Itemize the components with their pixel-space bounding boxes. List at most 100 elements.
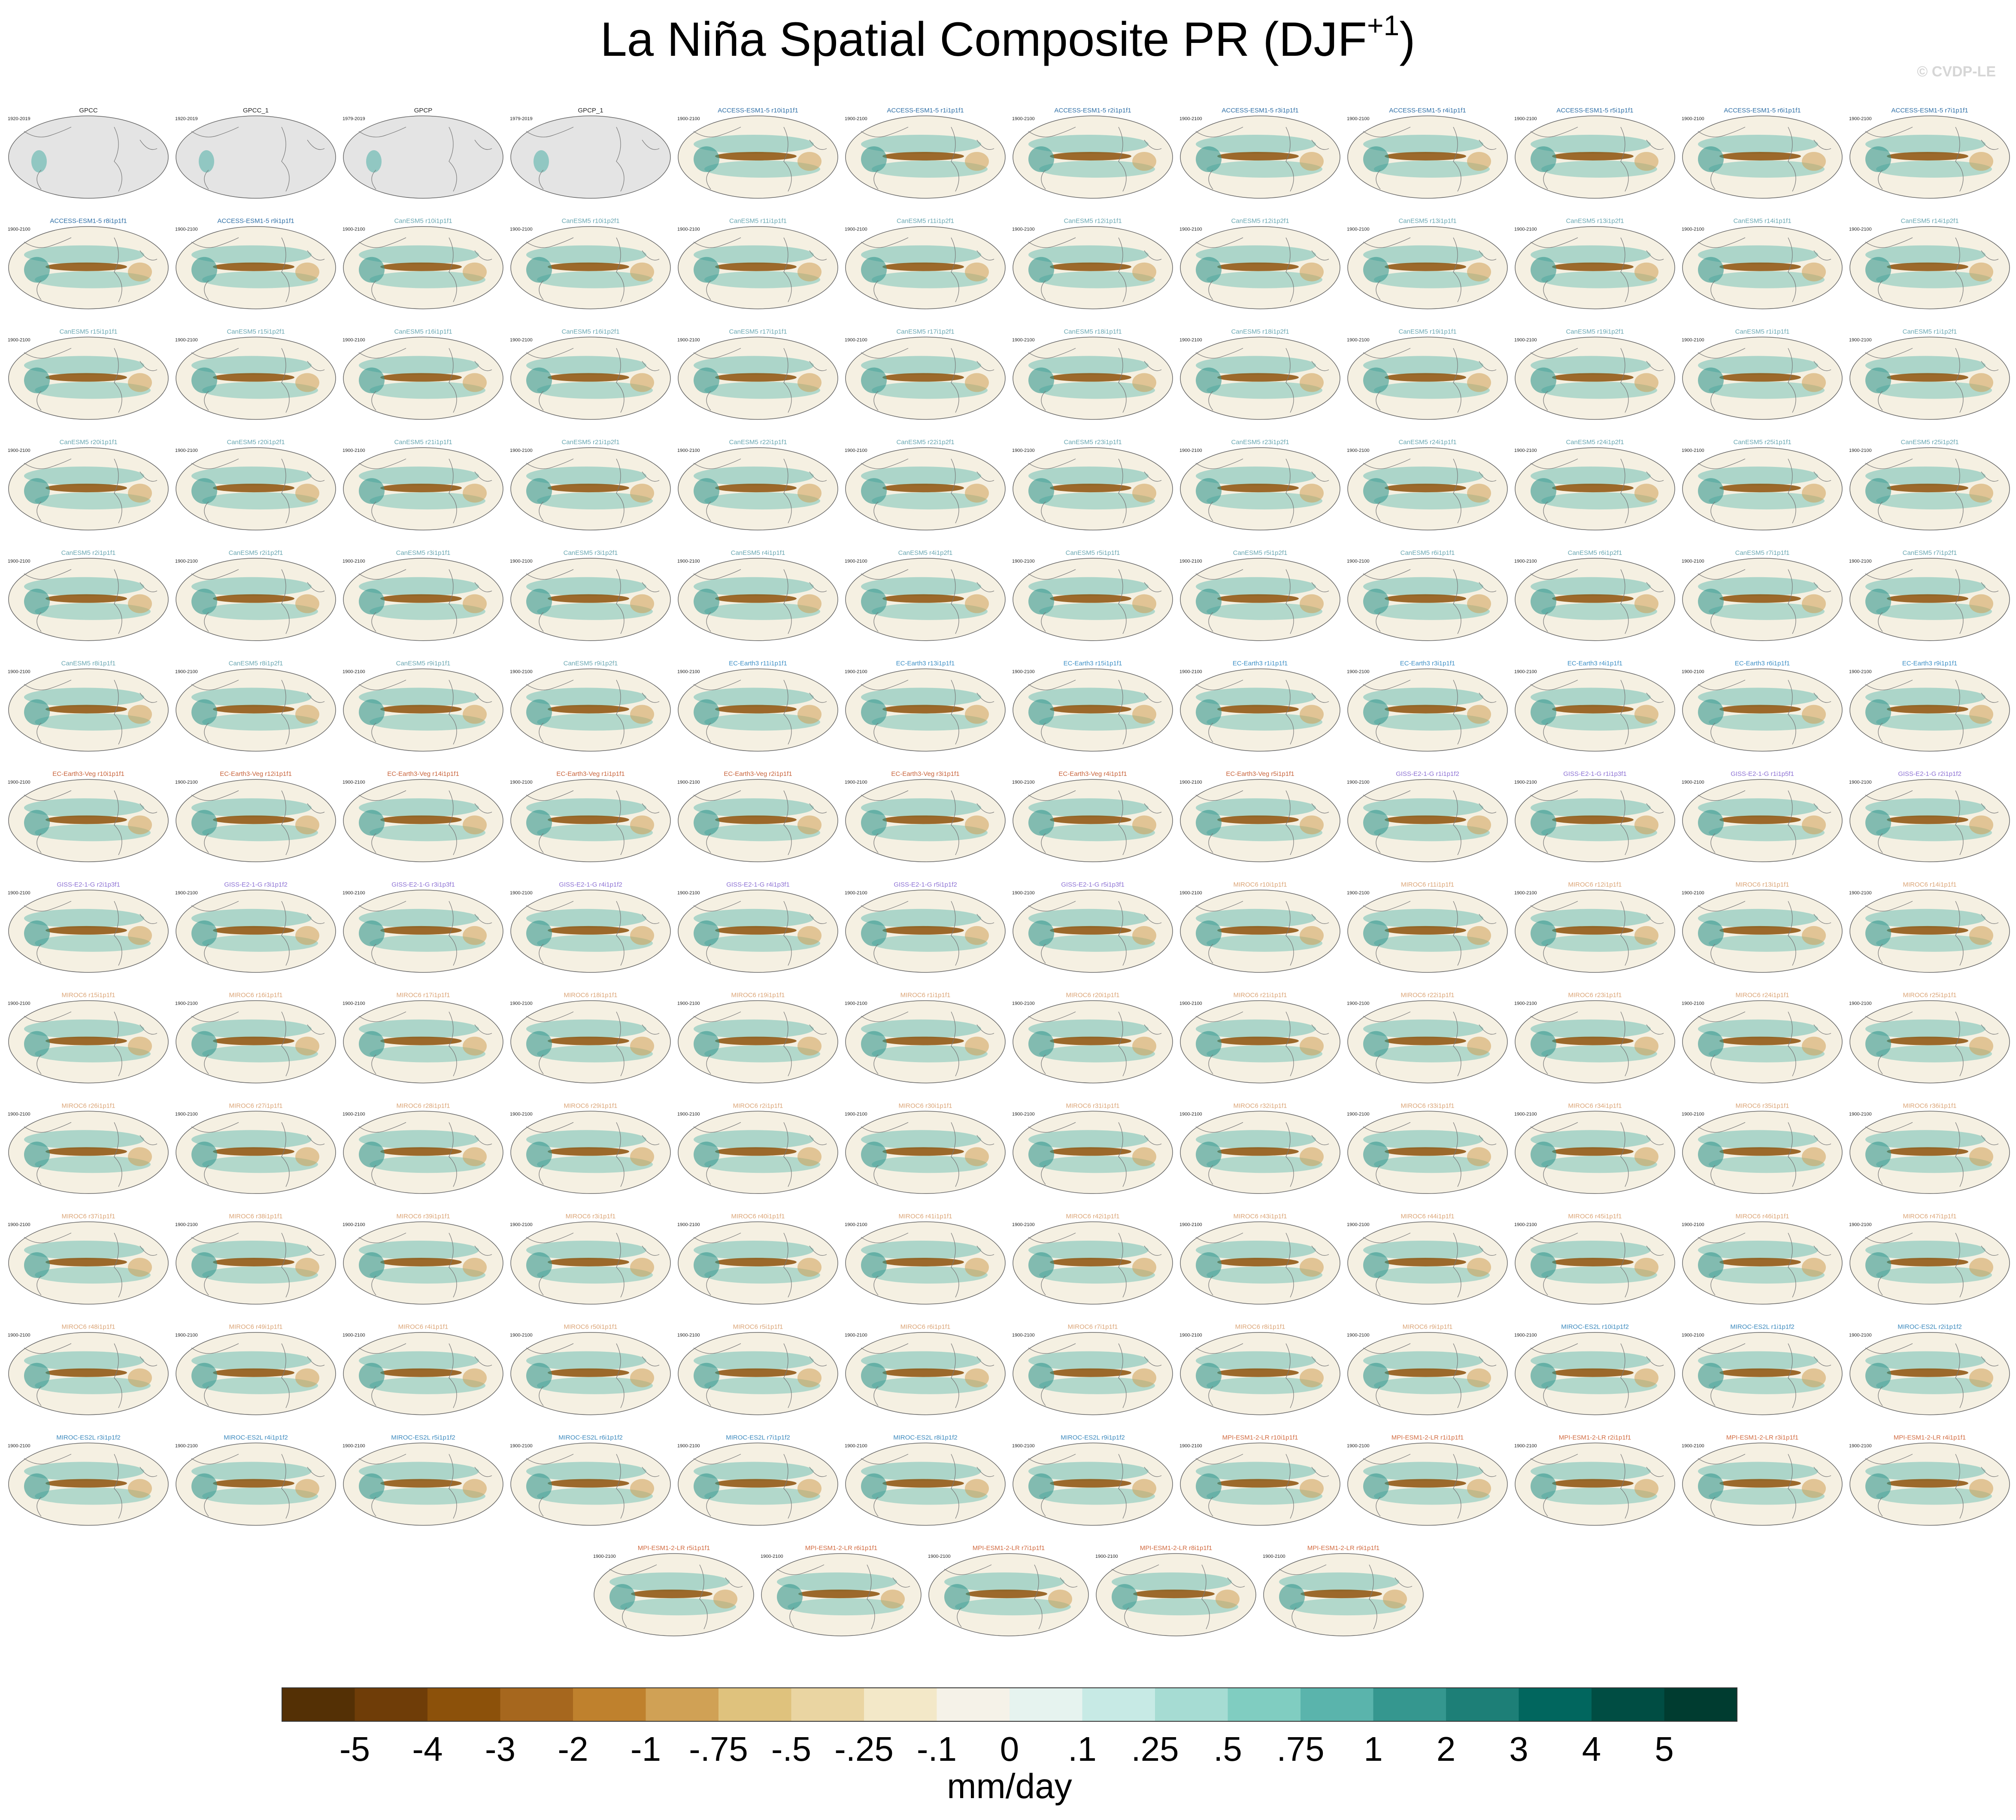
map-wet-south (35, 713, 151, 731)
map-wet-south (704, 1377, 820, 1394)
map-dry-band (1050, 484, 1131, 493)
map-dry-atlantic (1802, 1036, 1826, 1056)
map-dry-atlantic (1969, 373, 1993, 392)
map-wet-west (359, 257, 385, 283)
map-wet-north (1363, 1019, 1483, 1039)
map-dry-atlantic (128, 1036, 152, 1056)
map-wet-west (526, 699, 552, 725)
map-wet-north (1865, 1130, 1986, 1149)
panel-period: 1900-2100 (1179, 669, 1202, 675)
map-coastline (1363, 1233, 1497, 1298)
map-dry-band (882, 484, 964, 493)
map-wet-north (1196, 577, 1316, 596)
map-coastline (1028, 1454, 1162, 1519)
panel-title: EC-Earth3 r9i1p1f1 (1902, 660, 1957, 667)
map-dry-atlantic (295, 1479, 319, 1498)
map-wet-west (1196, 810, 1222, 836)
map-wet-south (872, 1377, 988, 1394)
map-coastline (1698, 1011, 1831, 1076)
colorbar: -5 -4 -3 -2 -1 -.75 -.5 -.25 -.1 0 .1 .25 .5 .75 1 2 3 4 5 (282, 1687, 1737, 1768)
map-wet-north (191, 466, 312, 486)
map-panel: CanESM5 r23i1p2f1 1900-2100 (1179, 439, 1340, 530)
panel-title: EC-Earth3-Veg r5i1p1f1 (1226, 770, 1294, 778)
panel-period: 1900-2100 (1012, 448, 1035, 453)
map-background (176, 115, 336, 199)
map-panel: MIROC-ES2L r2i1p1f2 1900-2100 (1849, 1323, 2010, 1415)
map-dry-atlantic (1467, 373, 1491, 392)
map-wet-north (861, 798, 981, 818)
map-wet-north (526, 1462, 646, 1481)
panel-period: 1900-2100 (343, 1111, 365, 1117)
panel-title: MIROC6 r45i1p1f1 (1568, 1213, 1622, 1220)
colorbar-label: 0 (1000, 1730, 1019, 1768)
colorbar-swatch (1082, 1688, 1155, 1721)
map-dry-band (213, 1147, 294, 1156)
map-wet-west (1363, 257, 1389, 283)
map-coastline (861, 348, 994, 413)
map-wet-south (370, 271, 485, 288)
map-wet-west (1196, 588, 1222, 615)
map-wet-south (1876, 824, 1992, 842)
map-dry-atlantic (295, 373, 319, 392)
map-wet-west (694, 1363, 719, 1389)
colorbar-swatch (864, 1688, 937, 1721)
panel-title: ACCESS-ESM1-5 r10i1p1f1 (718, 107, 798, 114)
colorbar-swatch (646, 1688, 719, 1721)
panel-period: 1900-2100 (677, 116, 700, 121)
map-panel: MPI-ESM1-2-LR r9i1p1f1 1900-2100 (1263, 1544, 1424, 1636)
map-dry-band (548, 705, 629, 714)
map-dry-band (882, 1368, 964, 1377)
map-wet-west (1698, 146, 1724, 172)
map-dry-atlantic (463, 705, 487, 724)
map-wet-west (1363, 367, 1389, 394)
map-wet-south (202, 713, 318, 731)
panel-period: 1900-2100 (1849, 337, 1872, 342)
map-dry-band (882, 1479, 964, 1488)
map-wet-west (526, 588, 552, 615)
map-coastline (861, 1011, 994, 1076)
map-wet-west (1028, 588, 1054, 615)
panel-period: 1900-2100 (1012, 669, 1035, 675)
map-wet-north (861, 466, 981, 486)
map-dry-atlantic (965, 152, 989, 171)
panel-period: 1900-2100 (845, 559, 867, 564)
map-dry-band (715, 484, 797, 493)
map-wet-south (1541, 1045, 1657, 1063)
map-panel: GPCC 1920-2019 (8, 107, 169, 199)
map-wet-west (526, 920, 552, 946)
panel-title: MIROC6 r6i1p1f1 (900, 1323, 951, 1331)
panel-period: 1900-2100 (761, 1554, 783, 1559)
map-dry-band (213, 1258, 294, 1266)
map-dry-band (1050, 705, 1131, 714)
map-dry-atlantic (630, 1258, 654, 1277)
panel-title: CanESM5 r25i1p2f1 (1901, 439, 1958, 446)
map-panel: MIROC6 r11i1p1f1 1900-2100 (1347, 881, 1508, 973)
map-dry-atlantic (463, 594, 487, 613)
map-wet-west (1531, 588, 1556, 615)
map-coastline (24, 1454, 158, 1519)
map-wet-west (24, 1252, 50, 1278)
map-dry-band (715, 373, 797, 382)
map-panel: EC-Earth3 r15i1p1f1 1900-2100 (1012, 660, 1173, 752)
map-panel: ACCESS-ESM1-5 r10i1p1f1 1900-2100 (677, 107, 838, 199)
map-coastline (861, 790, 994, 855)
panel-title: CanESM5 r18i1p2f1 (1231, 328, 1289, 335)
map-wet-south (537, 824, 653, 842)
map-panel: MPI-ESM1-2-LR r2i1p1f1 1900-2100 (1514, 1434, 1675, 1526)
map-wet-north (191, 908, 312, 928)
map-wet-west (191, 920, 217, 946)
map-wet-west (1028, 367, 1054, 394)
map-wet-north (1531, 245, 1651, 264)
map-panel: MIROC6 r12i1p1f1 1900-2100 (1514, 881, 1675, 973)
map-dry-atlantic (1634, 815, 1658, 835)
map-wet-south (1541, 1266, 1657, 1284)
map-dry-band (1552, 705, 1634, 714)
colorbar-swatch (1446, 1688, 1519, 1721)
map-wet-west (1865, 810, 1891, 836)
map-dry-band (1887, 262, 1968, 271)
map-wet-west (359, 1363, 385, 1389)
map-dry-atlantic (965, 815, 989, 835)
map-panel: GISS-E2-1-G r1i1p3f1 1900-2100 (1514, 770, 1675, 862)
map-panel: MIROC6 r35i1p1f1 1900-2100 (1682, 1102, 1843, 1194)
map-wet-north (861, 908, 981, 928)
